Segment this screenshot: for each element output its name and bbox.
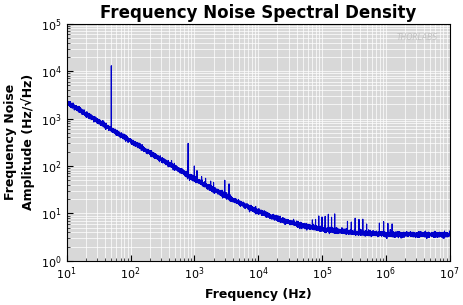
Title: Frequency Noise Spectral Density: Frequency Noise Spectral Density <box>100 4 415 22</box>
Y-axis label: Frequency Noise
Amplitude (Hz/√Hz): Frequency Noise Amplitude (Hz/√Hz) <box>4 74 35 210</box>
X-axis label: Frequency (Hz): Frequency (Hz) <box>204 288 311 301</box>
Text: THORLABS: THORLABS <box>396 33 437 42</box>
